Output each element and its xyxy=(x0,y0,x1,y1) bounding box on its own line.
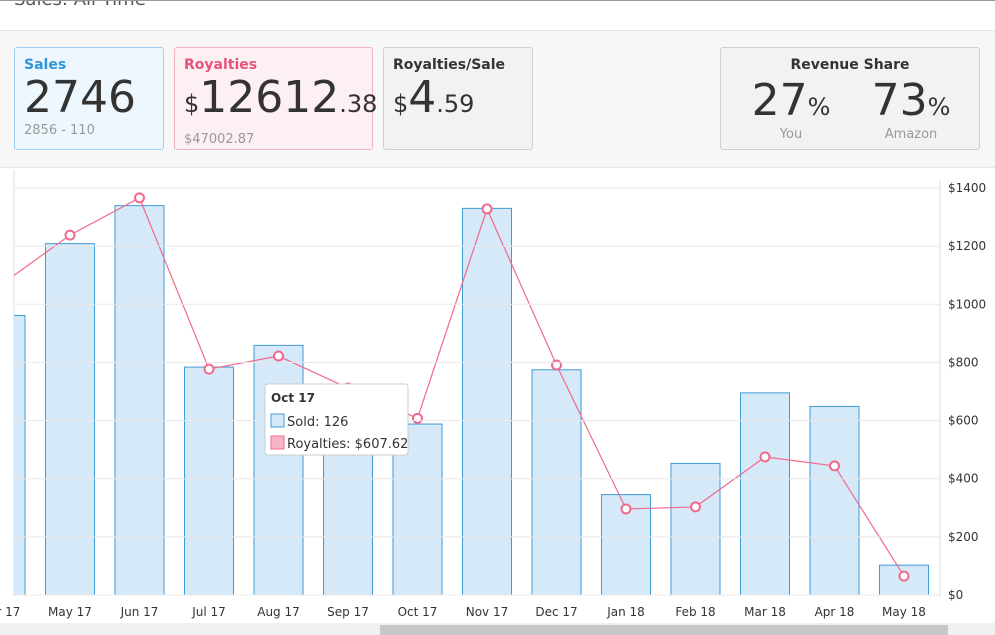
bar xyxy=(670,462,721,596)
stats-band: Sales 2746 2856 - 110 Royalties $12612.3… xyxy=(0,30,995,168)
card-label: Revenue Share xyxy=(790,57,910,73)
per-sale-card[interactable]: Royalties/Sale $4.59 xyxy=(383,47,533,150)
share-label: Amazon xyxy=(884,127,938,142)
share-amazon: 73% Amazon xyxy=(861,75,961,143)
card-label: Royalties xyxy=(184,57,258,73)
x-tick-label: Oct 17 xyxy=(398,605,438,619)
unit: % xyxy=(807,93,831,121)
share-you: 27% You xyxy=(741,75,841,143)
y-tick-label: $1400 xyxy=(948,181,986,195)
point xyxy=(551,359,562,371)
x-tick-label: Apr 18 xyxy=(815,605,855,619)
point xyxy=(203,363,215,375)
bar xyxy=(462,207,512,596)
x-tick-label: Mar 18 xyxy=(744,605,786,619)
bar xyxy=(740,392,790,596)
y-tick-label: $600 xyxy=(948,414,979,428)
y-tick-label: $800 xyxy=(948,355,979,369)
x-tick-label: Jun 17 xyxy=(120,605,159,619)
bar xyxy=(45,243,95,596)
y-tick-label: $1000 xyxy=(948,297,986,311)
whole: 12612 xyxy=(199,72,340,123)
plot-area xyxy=(0,192,929,596)
share-label: You xyxy=(779,127,803,142)
point xyxy=(481,203,493,215)
tooltip-line: Sold: 126 xyxy=(287,415,348,430)
card-value: $12612.38 xyxy=(184,72,377,132)
tooltip-line: Royalties: $607.62 xyxy=(287,437,408,452)
x-tick-label: Jul 17 xyxy=(191,605,226,619)
tooltip-box xyxy=(264,383,409,456)
point xyxy=(412,412,423,424)
card-sub: 2856 - 110 xyxy=(24,123,95,138)
card-value: 2746 xyxy=(24,72,136,123)
share-card[interactable]: Revenue Share 27% You 73% Amazon xyxy=(720,47,980,150)
bar xyxy=(531,369,582,596)
currency: $ xyxy=(184,90,200,118)
card-value: $4.59 xyxy=(393,73,523,132)
currency: $ xyxy=(393,90,409,118)
scrollbar-thumb[interactable] xyxy=(380,625,948,635)
x-tick-label: Apr 17 xyxy=(0,605,20,619)
x-tick-label: Nov 17 xyxy=(466,605,509,619)
x-tick-label: Feb 18 xyxy=(675,605,715,619)
x-tick-label: Jan 18 xyxy=(606,605,645,619)
y-tick-label: $200 xyxy=(948,530,979,544)
bar xyxy=(184,366,234,596)
tooltip-swatch xyxy=(270,413,285,428)
bar xyxy=(14,315,26,596)
point xyxy=(620,503,632,515)
cents: .38 xyxy=(339,90,378,118)
point xyxy=(64,229,76,241)
share-value: 73 xyxy=(871,75,928,126)
tooltip: Oct 17 Sold: 126 Royalties: $607.62 xyxy=(264,383,409,456)
x-tick-label: Sep 17 xyxy=(327,605,369,619)
y-tick-label: $0 xyxy=(948,588,963,602)
bar xyxy=(809,405,860,596)
bar xyxy=(253,344,304,596)
sales-card[interactable]: Sales 2746 2856 - 110 xyxy=(14,47,164,150)
page-title: Sales: All Time xyxy=(14,1,146,10)
royalties-card[interactable]: Royalties $12612.38 $47002.87 xyxy=(174,47,377,150)
card-label: Sales xyxy=(24,57,67,73)
y-tick-label: $1200 xyxy=(948,239,986,253)
tooltip-title: Oct 17 xyxy=(271,391,315,405)
point xyxy=(273,350,284,362)
unit: % xyxy=(927,93,951,121)
point xyxy=(690,501,701,513)
point xyxy=(759,451,771,463)
share-value: 27 xyxy=(751,75,808,126)
header: Sales: All Time xyxy=(0,0,995,31)
x-tick-label: May 18 xyxy=(882,605,926,619)
tooltip-swatch xyxy=(270,435,285,450)
card-label: Royalties/Sale xyxy=(393,57,506,73)
whole: 4 xyxy=(408,72,437,123)
point xyxy=(898,570,910,582)
x-tick-label: Aug 17 xyxy=(257,605,300,619)
bar xyxy=(114,205,165,596)
point xyxy=(0,281,5,290)
line xyxy=(14,197,905,577)
x-tick-label: Dec 17 xyxy=(535,605,577,619)
point xyxy=(829,460,840,472)
y-tick-label: $400 xyxy=(948,472,979,486)
card-sub: $47002.87 xyxy=(184,132,255,147)
point xyxy=(134,192,145,204)
cents: .59 xyxy=(436,90,475,118)
x-tick-label: May 17 xyxy=(48,605,92,619)
